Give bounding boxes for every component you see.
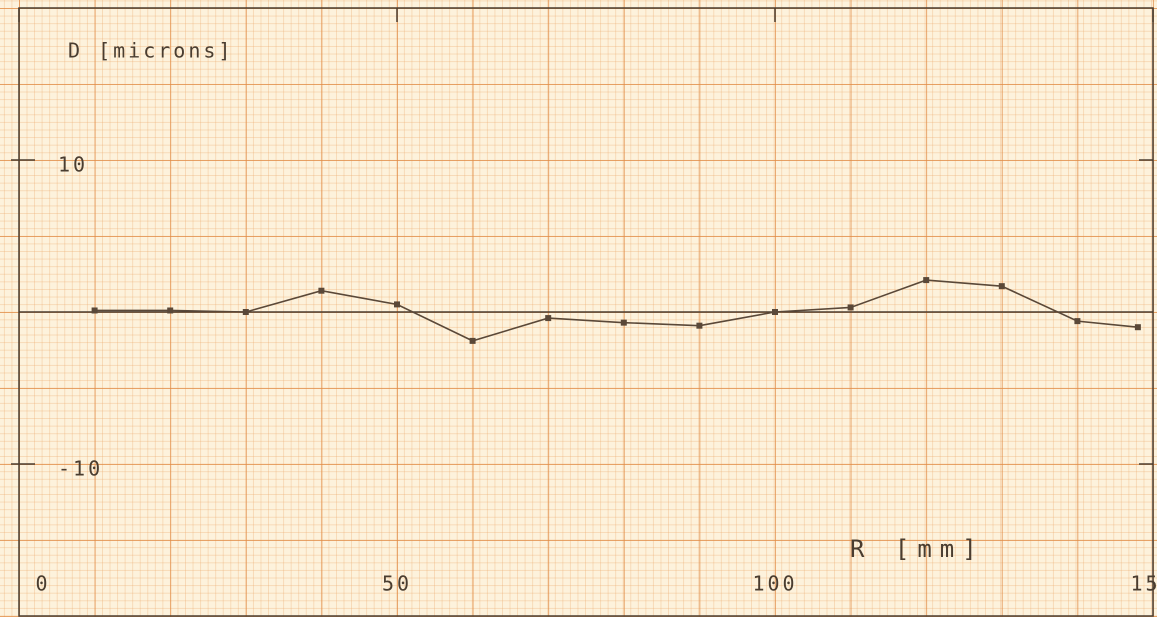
x-tick-label: 50 — [382, 572, 412, 596]
data-point — [242, 309, 249, 315]
data-point — [91, 307, 98, 314]
data-point — [394, 301, 400, 308]
x-tick-label: 100 — [752, 572, 797, 596]
x-axis-label: R [mm] — [850, 535, 985, 563]
data-point — [998, 283, 1005, 290]
data-point — [1134, 324, 1141, 331]
data-point — [318, 287, 325, 294]
data-line — [94, 279, 1138, 342]
y-tick-label: -10 — [58, 457, 103, 481]
data-point — [1074, 318, 1081, 325]
x-tick-label: 150 — [1130, 572, 1157, 596]
data-point — [847, 304, 854, 311]
data-point — [469, 337, 476, 344]
data-point — [620, 319, 627, 326]
y-tick-label: 10 — [58, 153, 88, 177]
data-point — [696, 322, 703, 329]
y-axis-label: D [microns] — [68, 39, 233, 63]
data-point — [167, 307, 174, 314]
data-point — [545, 315, 552, 322]
data-point — [923, 277, 930, 284]
x-tick-label: 0 — [35, 572, 50, 596]
data-point — [772, 309, 778, 315]
